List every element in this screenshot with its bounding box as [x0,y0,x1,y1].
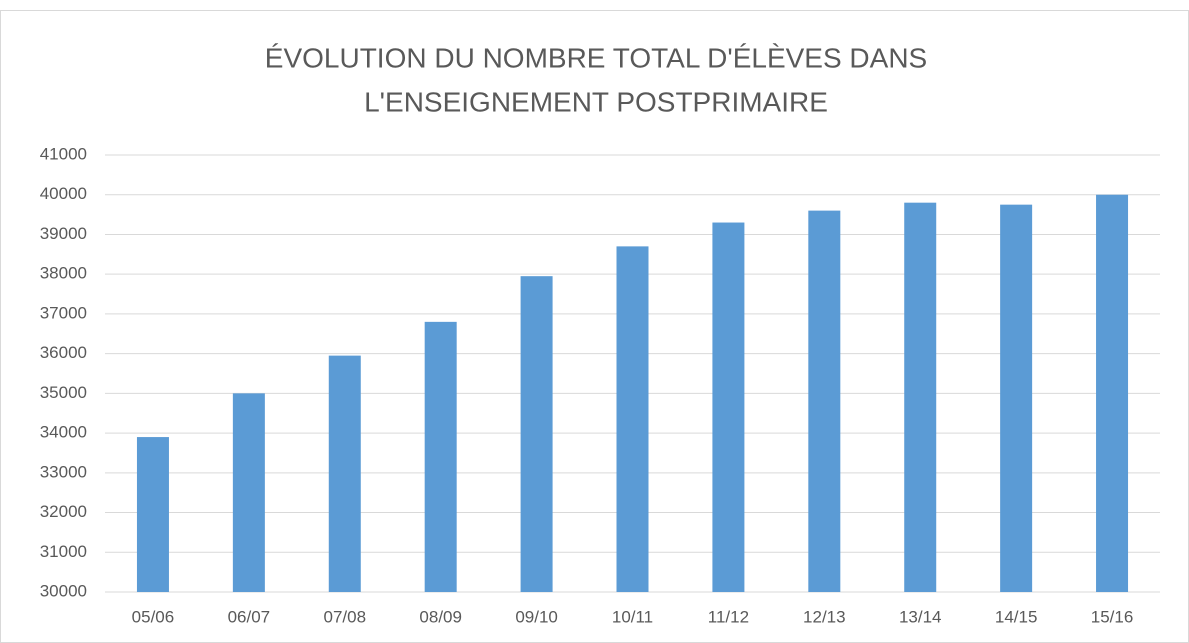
chart-border [0,10,1189,643]
x-tick-label: 09/10 [515,607,558,626]
x-tick-label: 14/15 [995,607,1038,626]
bar [424,321,457,592]
bar [808,210,841,593]
y-tick-label: 41000 [40,144,87,163]
y-tick-label: 33000 [40,462,87,481]
y-tick-label: 35000 [40,383,87,402]
x-tick-label: 08/09 [419,607,462,626]
y-tick-label: 40000 [40,184,87,203]
x-tick-label: 06/07 [228,607,271,626]
y-tick-label: 38000 [40,264,87,283]
bar [520,276,553,592]
x-tick-label: 11/12 [708,607,749,626]
y-tick-label: 30000 [40,581,87,600]
x-tick-label: 15/16 [1091,607,1134,626]
bar [1000,204,1033,592]
y-tick-label: 36000 [40,343,87,362]
x-tick-label: 05/06 [132,607,175,626]
bar [616,246,649,592]
bar [1096,194,1129,592]
y-tick-label: 37000 [40,303,87,322]
x-tick-label: 07/08 [323,607,366,626]
chart-title: ÉVOLUTION DU NOMBRE TOTAL D'ÉLÈVES DANS [265,42,927,73]
x-tick-label: 13/14 [899,607,942,626]
bar [904,202,937,592]
y-tick-label: 32000 [40,502,87,521]
bar [136,437,169,592]
x-tick-label: 12/13 [803,607,846,626]
bar [328,355,361,592]
y-tick-label: 34000 [40,423,87,442]
x-tick-label: 10/11 [612,607,653,626]
bar [712,222,745,592]
chart-title: L'ENSEIGNEMENT POSTPRIMAIRE [364,86,828,117]
bar [232,393,265,592]
y-tick-label: 31000 [40,542,87,561]
y-tick-label: 39000 [40,224,87,243]
